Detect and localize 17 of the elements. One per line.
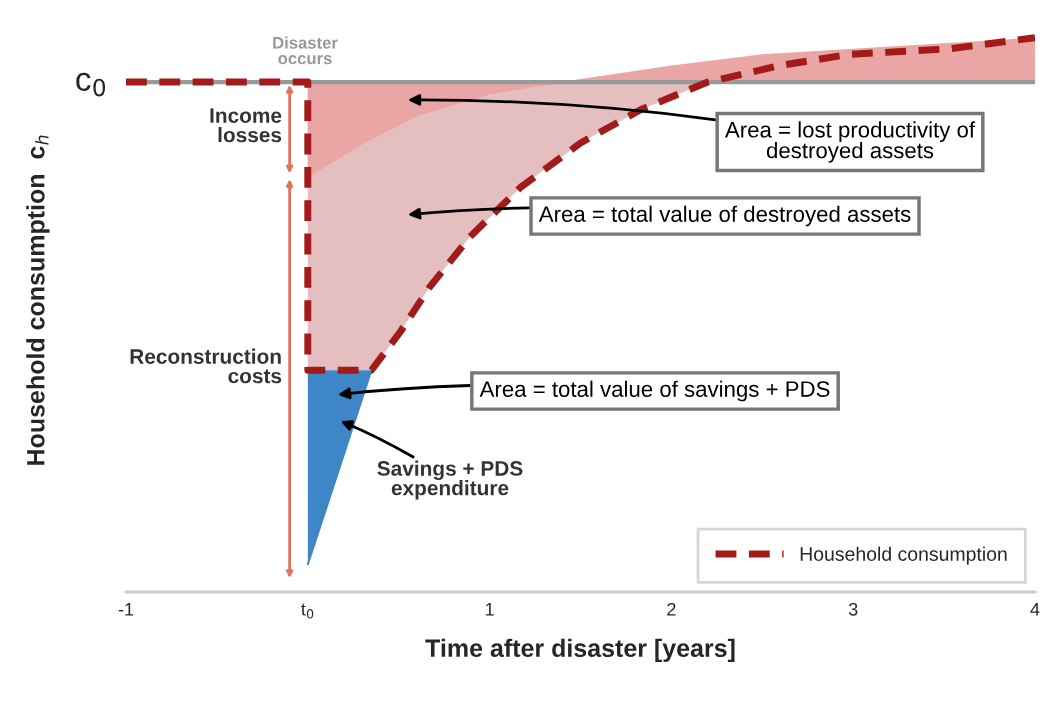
y-axis-title: Household consumption c$_{h}$ (26, 135, 50, 465)
x-tick-label: 3 (848, 602, 858, 616)
x-tick-label: 2 (667, 602, 676, 616)
x-axis-title: Time after disaster [years] (425, 638, 735, 662)
annotation: Income losses (210, 108, 282, 143)
annotation: Reconstruction costs (130, 348, 282, 384)
x-tick-label: t$_{0}$ (301, 603, 314, 619)
annotation: Area = total value of destroyed assets (538, 205, 911, 227)
annotation: Area = lost productivity of destroyed assets (724, 121, 976, 163)
annotation: Savings + PDS expenditure (377, 460, 523, 500)
annotation: Area = total value of savings + PDS (479, 380, 830, 402)
annotation: Disaster occurs (273, 36, 338, 65)
ref-line-label: c$_{0}$ (76, 72, 106, 97)
x-tick-label: 1 (485, 603, 494, 616)
legend-label: Household consumption (800, 546, 1007, 565)
x-tick-label: -1 (118, 603, 134, 616)
x-tick-label: 4 (1030, 603, 1040, 616)
